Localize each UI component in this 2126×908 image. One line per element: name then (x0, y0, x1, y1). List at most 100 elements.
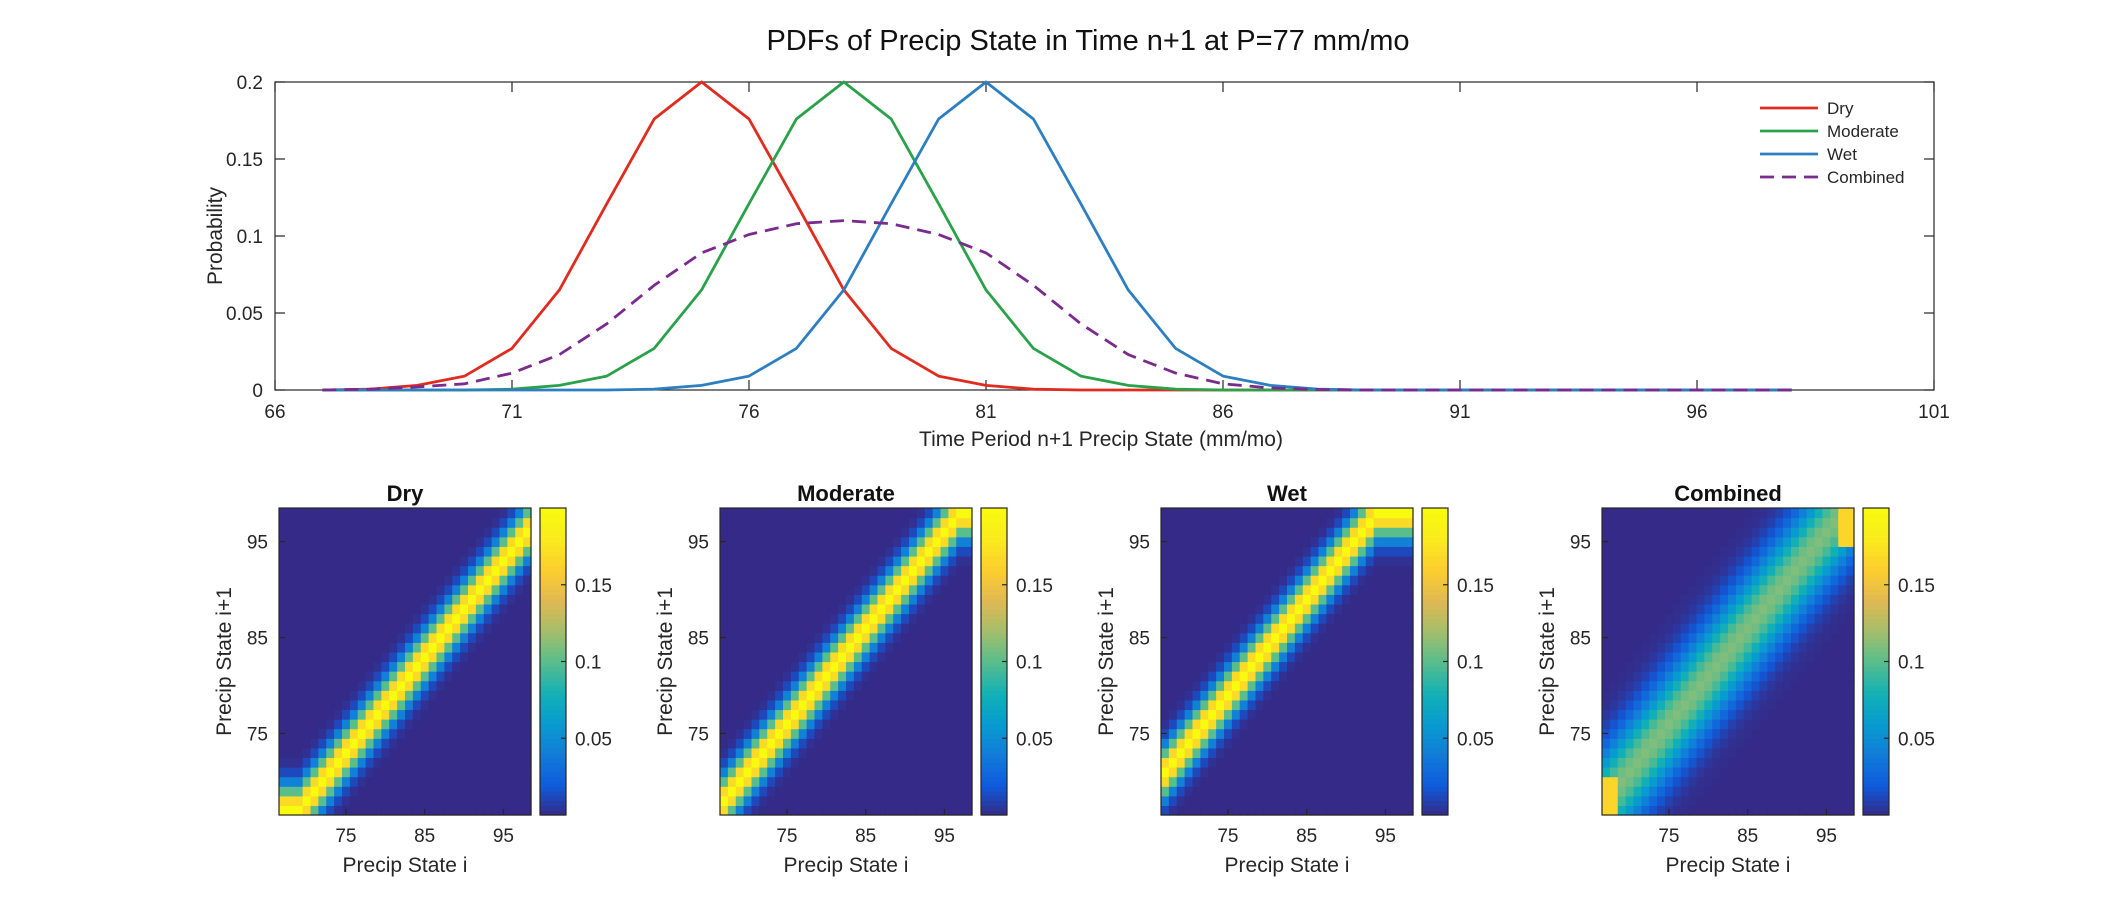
heatmap-cell (1814, 651, 1824, 663)
heatmap-cell (1751, 776, 1761, 787)
heatmap-cell (1688, 584, 1698, 595)
heatmap-cell (1712, 661, 1721, 672)
heatmap-cell (1641, 680, 1650, 691)
heatmap-cell (1617, 555, 1627, 567)
heatmap-cell (1783, 738, 1792, 749)
heatmap-cell (1263, 527, 1272, 538)
heatmap-cell (1318, 613, 1327, 624)
heatmap-cell (1192, 623, 1201, 634)
colorbar-segment (1422, 512, 1448, 519)
heatmap-cell (830, 594, 839, 605)
heatmap-cell (1239, 767, 1249, 778)
heatmap-cell (1633, 517, 1642, 528)
heatmap-cell (302, 767, 312, 778)
heatmap-cell (428, 517, 438, 528)
heatmap-cell (1814, 623, 1824, 634)
colorbar-segment (540, 661, 566, 667)
heatmap-cell (1775, 613, 1784, 624)
heatmap-cell (286, 508, 296, 519)
heatmap-cell (1310, 623, 1320, 634)
heatmap-cell (1649, 613, 1658, 624)
heatmap-cell (1838, 728, 1847, 739)
heatmap-cell (1231, 680, 1241, 691)
heatmap-cell (1184, 508, 1194, 519)
heatmap-cell (735, 671, 745, 682)
heatmap-cell (932, 508, 942, 519)
heatmap-cell (1720, 651, 1729, 663)
heatmap-cell (1168, 776, 1178, 787)
heatmap-cell (1357, 536, 1367, 547)
heatmap-cell (775, 594, 784, 605)
colorbar: 0.050.10.15 (1862, 507, 1935, 816)
heatmap-cell (1168, 709, 1178, 720)
heatmap-cell (1239, 517, 1249, 528)
heatmap-cell (893, 747, 902, 759)
heatmap-cell (861, 699, 871, 711)
heatmap-cell (1649, 671, 1658, 682)
heatmap-cell (1184, 738, 1194, 749)
heatmap-cell (1168, 690, 1178, 701)
heatmap-cell (964, 565, 973, 576)
heatmap-cell (491, 776, 501, 787)
heatmap-cell (1365, 690, 1375, 701)
heatmap-cell (1751, 757, 1761, 768)
heatmap-cell (1830, 719, 1839, 730)
heatmap-cell (1609, 776, 1619, 787)
heatmap-cell (515, 632, 524, 643)
heatmap-cell (468, 786, 477, 797)
heatmap-cell (1287, 805, 1296, 816)
heatmap-cell (475, 699, 485, 711)
heatmap-cell (1381, 690, 1390, 701)
heatmap-cell (1775, 584, 1784, 595)
heatmap-cell (1759, 517, 1768, 528)
heatmap-cell (294, 623, 304, 634)
heatmap-cell (1239, 555, 1249, 567)
colorbar-segment (1863, 555, 1889, 562)
colorbar-segment (1422, 608, 1448, 615)
heatmap-cell (302, 680, 312, 691)
heatmap-cell (798, 680, 808, 691)
heatmap-cell (1704, 661, 1713, 672)
heatmap-cell (775, 623, 784, 634)
heatmap-cell (806, 776, 816, 787)
heatmap-cell (869, 565, 879, 576)
heatmap-cell (1216, 642, 1225, 653)
heatmap-cell (1279, 671, 1288, 682)
heatmap-cell (1287, 719, 1296, 730)
heatmap-x-label: Precip State i (1666, 854, 1791, 877)
heatmap-cell (1767, 786, 1776, 797)
heatmap-cell (515, 546, 524, 557)
heatmap-cell (1704, 699, 1713, 711)
x-tick-label: 95 (493, 826, 514, 847)
heatmap-cell (956, 690, 965, 701)
heatmap-cell (1350, 757, 1359, 768)
heatmap-cell (1704, 719, 1713, 730)
heatmap-cell (365, 555, 375, 567)
heatmap-cell (1783, 623, 1792, 634)
heatmap-cell (452, 546, 461, 557)
heatmap-cell (964, 690, 973, 701)
heatmap-cell (767, 690, 776, 701)
heatmap-cell (822, 747, 831, 759)
heatmap-cell (1649, 555, 1658, 567)
heatmap-cell (1342, 805, 1351, 816)
heatmap-cell (1231, 786, 1241, 797)
heatmap-cell (1791, 661, 1800, 672)
heatmap-cell (1161, 719, 1170, 730)
heatmap-cell (1224, 757, 1233, 768)
heatmap-cell (1255, 757, 1264, 768)
heatmap-cell (397, 795, 406, 806)
heatmap-cell (483, 805, 493, 816)
heatmap-cell (720, 795, 729, 806)
heatmap-cell (397, 738, 406, 749)
heatmap-cell (342, 671, 351, 682)
heatmap-cell (1255, 594, 1264, 605)
heatmap-cell (1302, 757, 1312, 768)
heatmap-cell (1184, 613, 1194, 624)
heatmap-cell (405, 805, 414, 816)
heatmap-cell (1350, 786, 1359, 797)
colorbar-segment (1422, 661, 1448, 667)
heatmap-cell (1735, 776, 1745, 787)
heatmap-cell (1830, 594, 1839, 605)
